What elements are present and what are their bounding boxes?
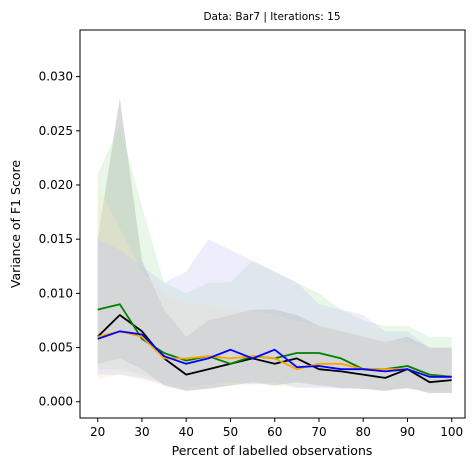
x-tick-label: 100 <box>440 425 463 439</box>
series-3-line <box>97 330 452 378</box>
x-tick-label: 70 <box>311 425 326 439</box>
y-axis-label: Variance of F1 Score <box>8 160 23 288</box>
x-tick-label: 90 <box>400 425 415 439</box>
x-tick-label: 60 <box>267 425 282 439</box>
series-2-line <box>97 330 452 378</box>
series-0-band <box>97 98 452 394</box>
x-tick-label: 30 <box>134 425 149 439</box>
x-tick-label: 40 <box>179 425 194 439</box>
x-tick-label: 20 <box>90 425 105 439</box>
confidence-bands <box>97 98 452 394</box>
x-axis-label: Percent of labelled observations <box>172 443 373 458</box>
y-tick-label: 0.020 <box>39 178 73 192</box>
y-tick-label: 0.000 <box>39 395 73 409</box>
y-tick-label: 0.025 <box>39 124 73 138</box>
y-axis-ticks: 0.000 0.005 0.010 0.015 0.020 0.025 0.030 <box>39 70 80 409</box>
chart-title: Data: Bar7 | Iterations: 15 <box>203 11 340 23</box>
y-tick-label: 0.015 <box>39 232 73 246</box>
x-tick-label: 50 <box>223 425 238 439</box>
x-axis-ticks: 20 30 40 50 60 70 80 90 100 <box>90 418 463 439</box>
x-tick-label: 80 <box>356 425 371 439</box>
y-tick-label: 0.010 <box>39 286 73 300</box>
series-1-band <box>97 125 452 391</box>
series-2-band <box>97 185 452 391</box>
y-tick-label: 0.030 <box>39 70 73 84</box>
series-3-band <box>97 239 452 391</box>
y-tick-label: 0.005 <box>39 341 73 355</box>
plot-frame <box>79 29 466 419</box>
series-lines <box>97 303 452 384</box>
